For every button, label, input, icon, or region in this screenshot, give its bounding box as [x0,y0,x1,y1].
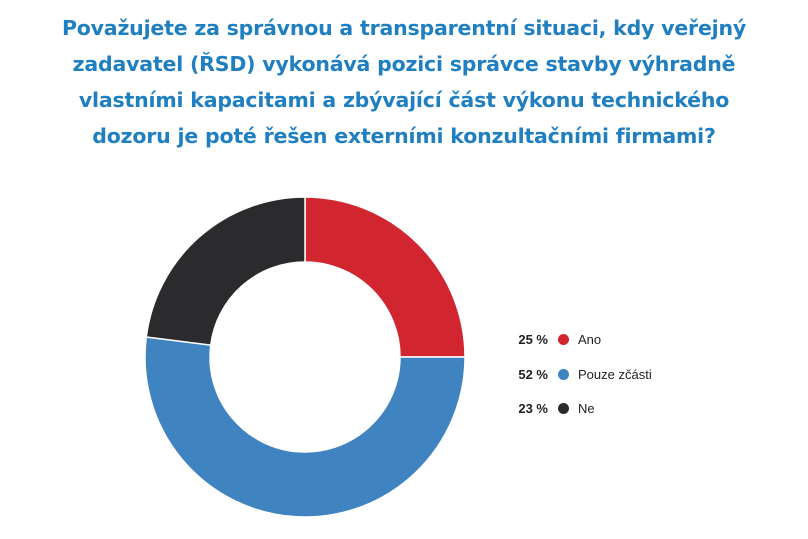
donut-slice-pouze-zčásti [144,336,466,518]
legend-value: 25 % [518,331,548,347]
legend-dot-icon [558,368,569,380]
legend-item-ne: 23 % Ne [490,398,595,418]
legend-item-pouze-zcasti: 52 % Pouze zčásti [490,364,652,384]
title-line: Považujete za správnou a transparentní s… [61,16,747,40]
donut-slice-ne [145,196,306,346]
chart-title: Považujete za správnou a transparentní s… [0,10,808,154]
legend-value: 23 % [518,400,548,416]
legend-dot-icon [558,333,569,345]
title-line: dozoru je poté řešen externími konzultač… [92,124,716,148]
legend-value: 52 % [518,366,548,382]
legend-label: Pouze zčásti [578,366,652,382]
title-line: vlastními kapacitami a zbývající část vý… [78,88,730,112]
title-line: zadavatel (ŘSD) vykonává pozici správce … [72,52,736,76]
legend-label: Ne [578,400,595,416]
legend-label: Ano [578,331,602,347]
donut-slice-ano [304,196,466,358]
legend-item-ano: 25 % Ano [490,329,601,349]
legend-dot-icon [558,402,569,414]
